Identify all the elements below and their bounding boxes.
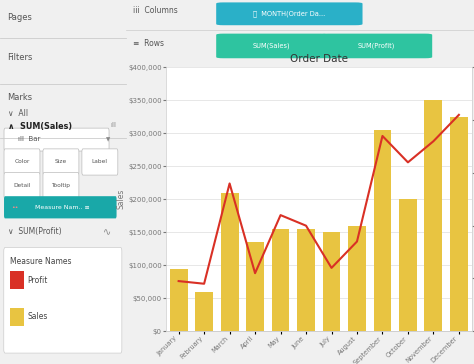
- Text: Color: Color: [14, 159, 30, 165]
- Bar: [425, 100, 442, 331]
- Bar: [272, 229, 290, 331]
- Text: SUM(Profit): SUM(Profit): [358, 43, 395, 49]
- Text: Measure Nam.. ≡: Measure Nam.. ≡: [36, 205, 90, 210]
- Text: Label: Label: [92, 159, 108, 165]
- FancyBboxPatch shape: [216, 33, 328, 58]
- FancyBboxPatch shape: [82, 149, 118, 175]
- Text: ıll  Bar: ıll Bar: [18, 136, 40, 142]
- FancyBboxPatch shape: [4, 196, 117, 218]
- Text: ∨  All: ∨ All: [8, 109, 27, 118]
- FancyBboxPatch shape: [216, 3, 363, 25]
- FancyBboxPatch shape: [4, 173, 40, 199]
- Title: Order Date: Order Date: [290, 54, 348, 64]
- Text: ∨  SUM(Profit): ∨ SUM(Profit): [8, 227, 61, 236]
- Text: ▼: ▼: [106, 137, 110, 142]
- Text: SUM(Sales): SUM(Sales): [253, 43, 291, 49]
- Text: Measure Names: Measure Names: [10, 257, 72, 266]
- FancyBboxPatch shape: [4, 128, 109, 151]
- Text: Size: Size: [55, 159, 67, 165]
- Text: ≡  Rows: ≡ Rows: [133, 39, 164, 48]
- Text: Filters: Filters: [8, 53, 33, 62]
- Text: iii  Columns: iii Columns: [133, 6, 177, 15]
- FancyBboxPatch shape: [4, 248, 122, 353]
- Bar: [221, 193, 238, 331]
- Y-axis label: Sales: Sales: [116, 189, 125, 209]
- Bar: [348, 226, 366, 331]
- FancyBboxPatch shape: [321, 33, 432, 58]
- Bar: [246, 242, 264, 331]
- Text: Detail: Detail: [13, 183, 31, 188]
- Bar: [323, 232, 340, 331]
- Bar: [297, 229, 315, 331]
- Text: ∿: ∿: [103, 227, 111, 237]
- Bar: [195, 292, 213, 331]
- FancyBboxPatch shape: [43, 173, 79, 199]
- Text: ••: ••: [11, 205, 19, 210]
- Text: Marks: Marks: [8, 93, 33, 102]
- Bar: [374, 130, 392, 331]
- Text: Sales: Sales: [27, 312, 48, 321]
- Bar: [10, 271, 24, 289]
- Bar: [170, 269, 188, 331]
- Text: ıll: ıll: [110, 122, 117, 128]
- Text: ⎓  MONTH(Order Da...: ⎓ MONTH(Order Da...: [253, 11, 326, 17]
- Bar: [10, 308, 24, 326]
- Bar: [450, 117, 468, 331]
- FancyBboxPatch shape: [43, 149, 79, 175]
- Text: Pages: Pages: [8, 13, 32, 22]
- Bar: [399, 199, 417, 331]
- Text: Profit: Profit: [27, 276, 48, 285]
- Text: ∧  SUM(Sales): ∧ SUM(Sales): [8, 122, 72, 131]
- FancyBboxPatch shape: [4, 149, 40, 175]
- Text: Tooltip: Tooltip: [51, 183, 71, 188]
